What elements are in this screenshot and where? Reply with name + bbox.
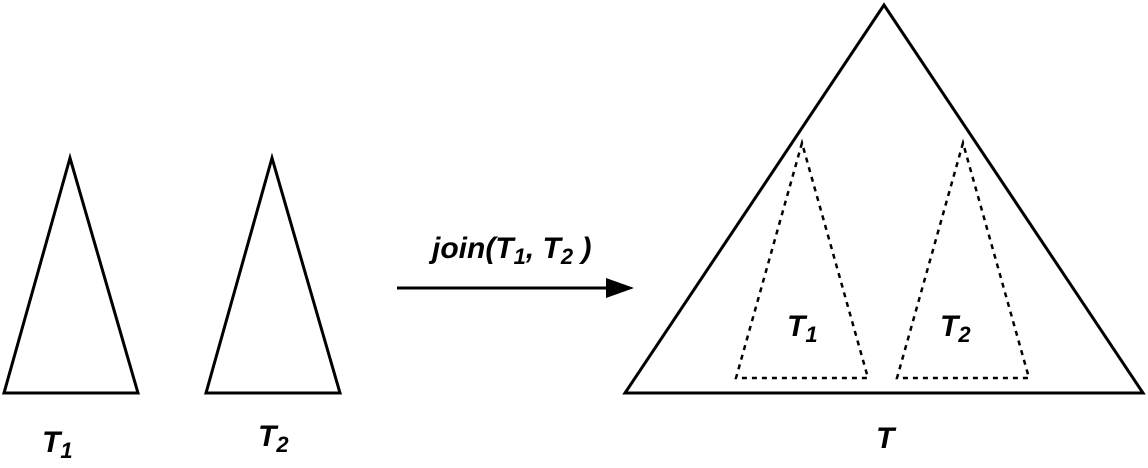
tree-t2-label: T2 <box>258 420 289 457</box>
tree-t1-triangle <box>2 152 140 395</box>
tree-t2-triangle <box>204 152 342 395</box>
tree-t-label: T <box>876 422 897 455</box>
tree-t-triangle <box>622 2 1146 395</box>
join-operation-label: join(T1, T2 ) <box>428 232 591 269</box>
inner-tree-t2-label: T2 <box>940 310 971 347</box>
inner-tree-t1-label: T1 <box>787 310 818 347</box>
right-arrow-icon <box>397 278 634 298</box>
tree-t1-label: T1 <box>42 426 73 463</box>
inner-tree-t1-triangle <box>734 138 870 380</box>
inner-tree-t2-triangle <box>895 138 1031 380</box>
